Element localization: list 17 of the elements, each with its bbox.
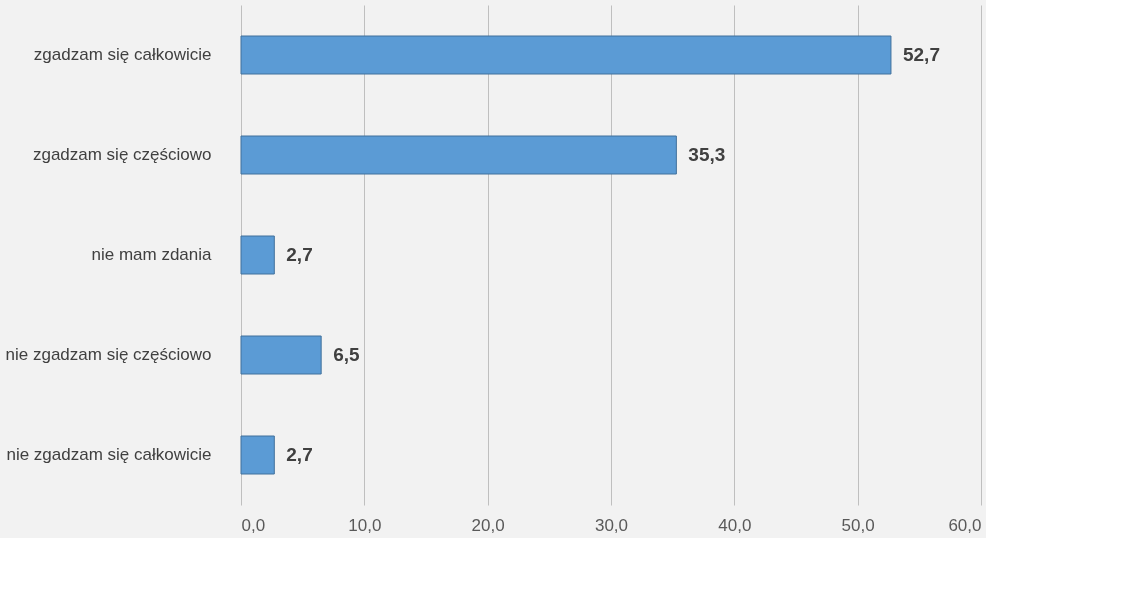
- x-tick-label: 0,0: [241, 515, 266, 535]
- data-label: 2,7: [286, 244, 313, 265]
- y-tick-label: zgadzam się całkowicie: [33, 45, 212, 64]
- x-tick-label: 60,0: [948, 515, 982, 535]
- data-label: 35,3: [688, 144, 726, 165]
- y-tick-label: zgadzam się częściowo: [32, 145, 212, 164]
- x-tick-label: 40,0: [718, 515, 752, 535]
- x-tick-label: 20,0: [471, 515, 505, 535]
- y-tick-label: nie mam zdania: [91, 245, 213, 264]
- x-tick-label: 30,0: [594, 515, 629, 535]
- y-tick-label: nie zgadzam się całkowicie: [6, 445, 212, 464]
- data-label: 52,7: [902, 44, 940, 65]
- y-tick-label: nie zgadzam się częściowo: [5, 345, 212, 364]
- x-tick-label: 50,0: [841, 515, 875, 535]
- x-tick-label: 10,0: [348, 515, 382, 535]
- data-label: 6,5: [333, 344, 361, 365]
- data-label: 2,7: [286, 444, 313, 465]
